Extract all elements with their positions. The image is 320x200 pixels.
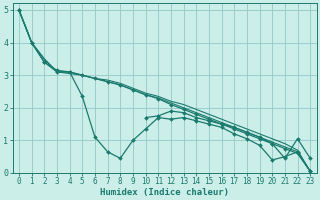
X-axis label: Humidex (Indice chaleur): Humidex (Indice chaleur): [100, 188, 229, 197]
